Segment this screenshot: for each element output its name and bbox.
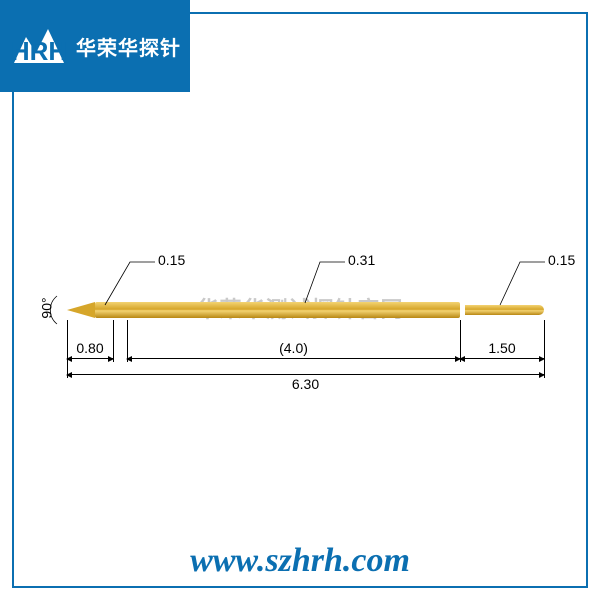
logo-subtitle: 华荣华探针 [76, 32, 181, 61]
hrh-logo-icon: HRH [8, 15, 70, 77]
probe-rear [465, 305, 544, 315]
probe-tip [67, 302, 95, 318]
rear-diameter-label: 0.15 [548, 252, 575, 268]
body-diameter-label: 0.31 [348, 252, 375, 268]
tip-diameter-label: 0.15 [158, 252, 185, 268]
dim-left-label: 0.80 [76, 340, 103, 356]
dim-total-label: 6.30 [292, 376, 319, 392]
ext-line [544, 320, 545, 378]
logo-letters: HRH [11, 36, 67, 66]
logo-block: HRH 华荣华探针 [0, 0, 190, 92]
dim-line-body [127, 358, 460, 359]
website-url: www.szhrh.com [0, 542, 600, 580]
dim-body-label: (4.0) [279, 340, 308, 356]
tip-angle-label: 90° [39, 297, 55, 318]
probe-diagram [0, 280, 600, 340]
dim-line-rear [460, 358, 544, 359]
dim-line-left [67, 358, 113, 359]
probe-body [95, 302, 460, 318]
dim-line-total [67, 374, 544, 375]
ext-line [67, 320, 68, 378]
dim-rear-label: 1.50 [488, 340, 515, 356]
